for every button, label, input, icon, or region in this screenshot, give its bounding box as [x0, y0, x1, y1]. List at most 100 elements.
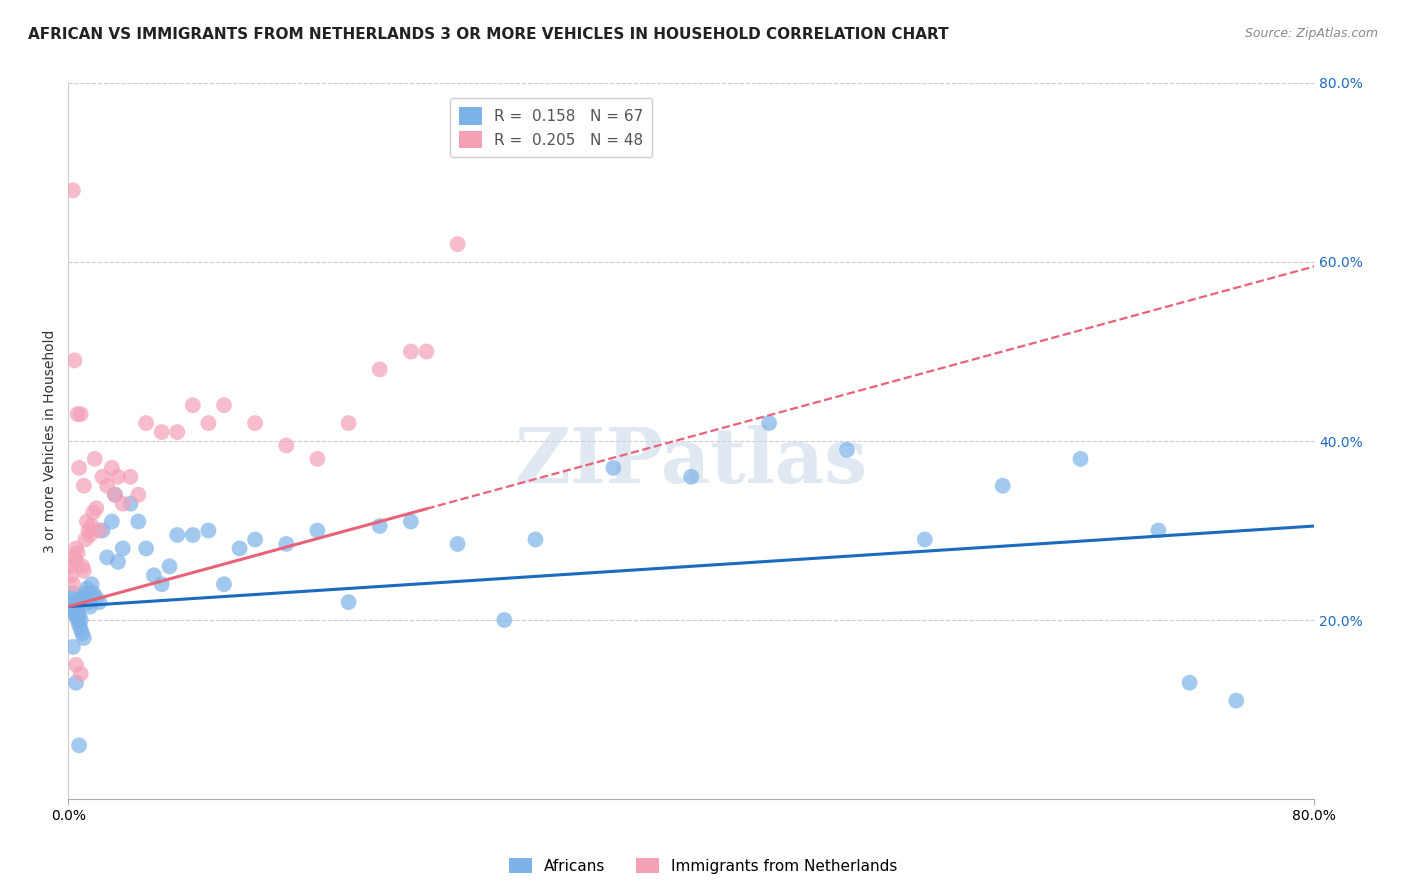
- Point: [150, 577, 173, 591]
- Point: [96, 479, 118, 493]
- Point: [59, 559, 82, 574]
- Point: [96, 550, 118, 565]
- Point: [60, 568, 83, 582]
- Point: [62, 586, 84, 600]
- Point: [159, 559, 181, 574]
- Point: [1225, 693, 1247, 707]
- Point: [69, 613, 91, 627]
- Point: [1178, 675, 1201, 690]
- Point: [75, 586, 97, 600]
- Legend: R =  0.158   N = 67, R =  0.205   N = 48: R = 0.158 N = 67, R = 0.205 N = 48: [450, 98, 652, 158]
- Point: [89, 595, 111, 609]
- Point: [67, 617, 90, 632]
- Point: [991, 479, 1014, 493]
- Point: [82, 586, 104, 600]
- Point: [399, 344, 422, 359]
- Point: [76, 582, 98, 596]
- Point: [228, 541, 250, 556]
- Point: [150, 425, 173, 439]
- Point: [63, 550, 86, 565]
- Point: [73, 479, 96, 493]
- Point: [66, 604, 89, 618]
- Text: AFRICAN VS IMMIGRANTS FROM NETHERLANDS 3 OR MORE VEHICLES IN HOUSEHOLD CORRELATI: AFRICAN VS IMMIGRANTS FROM NETHERLANDS 3…: [28, 27, 949, 42]
- Point: [63, 597, 86, 611]
- Point: [82, 506, 104, 520]
- Point: [1147, 524, 1170, 538]
- Point: [69, 622, 91, 636]
- Point: [135, 416, 157, 430]
- Y-axis label: 3 or more Vehicles in Household: 3 or more Vehicles in Household: [44, 329, 58, 553]
- Point: [120, 497, 142, 511]
- Point: [91, 470, 114, 484]
- Point: [307, 451, 329, 466]
- Point: [914, 533, 936, 547]
- Point: [80, 519, 103, 533]
- Point: [166, 528, 188, 542]
- Point: [91, 524, 114, 538]
- Point: [77, 595, 100, 609]
- Point: [84, 591, 107, 605]
- Point: [70, 626, 93, 640]
- Point: [166, 425, 188, 439]
- Point: [80, 577, 103, 591]
- Point: [337, 595, 360, 609]
- Point: [76, 591, 98, 605]
- Point: [1070, 451, 1092, 466]
- Legend: Africans, Immigrants from Netherlands: Africans, Immigrants from Netherlands: [502, 852, 904, 880]
- Point: [69, 407, 91, 421]
- Point: [62, 640, 84, 654]
- Point: [63, 353, 86, 368]
- Point: [368, 362, 391, 376]
- Text: Source: ZipAtlas.com: Source: ZipAtlas.com: [1244, 27, 1378, 40]
- Point: [80, 591, 103, 605]
- Point: [77, 524, 100, 538]
- Point: [65, 608, 87, 623]
- Point: [127, 488, 149, 502]
- Point: [276, 537, 298, 551]
- Point: [399, 515, 422, 529]
- Point: [67, 608, 90, 623]
- Point: [181, 528, 204, 542]
- Point: [446, 537, 468, 551]
- Point: [107, 470, 129, 484]
- Point: [62, 577, 84, 591]
- Point: [494, 613, 516, 627]
- Point: [60, 599, 83, 614]
- Point: [60, 591, 83, 605]
- Point: [62, 183, 84, 197]
- Point: [84, 501, 107, 516]
- Point: [62, 604, 84, 618]
- Point: [65, 657, 87, 672]
- Point: [75, 533, 97, 547]
- Point: [65, 555, 87, 569]
- Point: [66, 546, 89, 560]
- Point: [66, 407, 89, 421]
- Point: [104, 488, 127, 502]
- Point: [243, 533, 266, 547]
- Point: [79, 528, 101, 542]
- Point: [73, 591, 96, 605]
- Point: [212, 577, 235, 591]
- Point: [127, 515, 149, 529]
- Point: [104, 488, 127, 502]
- Point: [73, 564, 96, 578]
- Point: [135, 541, 157, 556]
- Point: [67, 461, 90, 475]
- Point: [101, 515, 124, 529]
- Point: [524, 533, 547, 547]
- Point: [212, 398, 235, 412]
- Point: [681, 470, 703, 484]
- Point: [368, 519, 391, 533]
- Point: [758, 416, 780, 430]
- Text: ZIPatlas: ZIPatlas: [515, 425, 868, 500]
- Point: [197, 524, 219, 538]
- Point: [67, 739, 90, 753]
- Point: [65, 675, 87, 690]
- Point: [83, 451, 105, 466]
- Point: [446, 237, 468, 252]
- Point: [66, 613, 89, 627]
- Point: [120, 470, 142, 484]
- Point: [197, 416, 219, 430]
- Point: [65, 541, 87, 556]
- Point: [307, 524, 329, 538]
